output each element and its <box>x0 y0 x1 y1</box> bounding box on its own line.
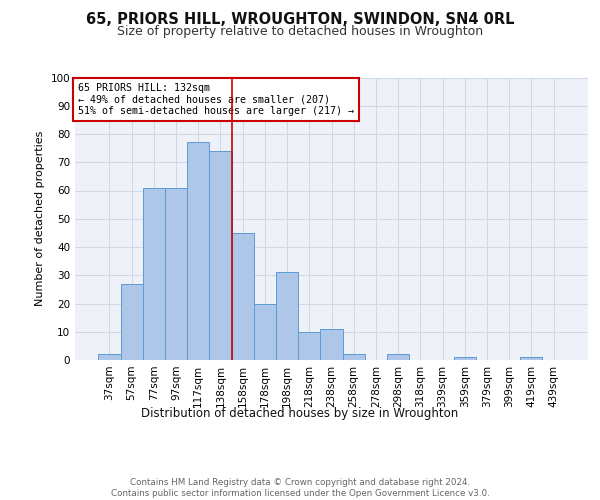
Bar <box>209 151 232 360</box>
Y-axis label: Number of detached properties: Number of detached properties <box>35 131 45 306</box>
Bar <box>232 233 254 360</box>
Text: 65 PRIORS HILL: 132sqm
← 49% of detached houses are smaller (207)
51% of semi-de: 65 PRIORS HILL: 132sqm ← 49% of detached… <box>77 83 353 116</box>
Text: Contains HM Land Registry data © Crown copyright and database right 2024.
Contai: Contains HM Land Registry data © Crown c… <box>110 478 490 498</box>
Bar <box>254 304 276 360</box>
Bar <box>121 284 143 360</box>
Bar <box>187 142 209 360</box>
Bar <box>98 354 121 360</box>
Bar <box>320 329 343 360</box>
Bar <box>520 357 542 360</box>
Text: Distribution of detached houses by size in Wroughton: Distribution of detached houses by size … <box>142 408 458 420</box>
Text: 65, PRIORS HILL, WROUGHTON, SWINDON, SN4 0RL: 65, PRIORS HILL, WROUGHTON, SWINDON, SN4… <box>86 12 514 28</box>
Bar <box>343 354 365 360</box>
Bar <box>165 188 187 360</box>
Text: Size of property relative to detached houses in Wroughton: Size of property relative to detached ho… <box>117 25 483 38</box>
Bar <box>276 272 298 360</box>
Bar <box>387 354 409 360</box>
Bar <box>298 332 320 360</box>
Bar <box>454 357 476 360</box>
Bar <box>143 188 165 360</box>
